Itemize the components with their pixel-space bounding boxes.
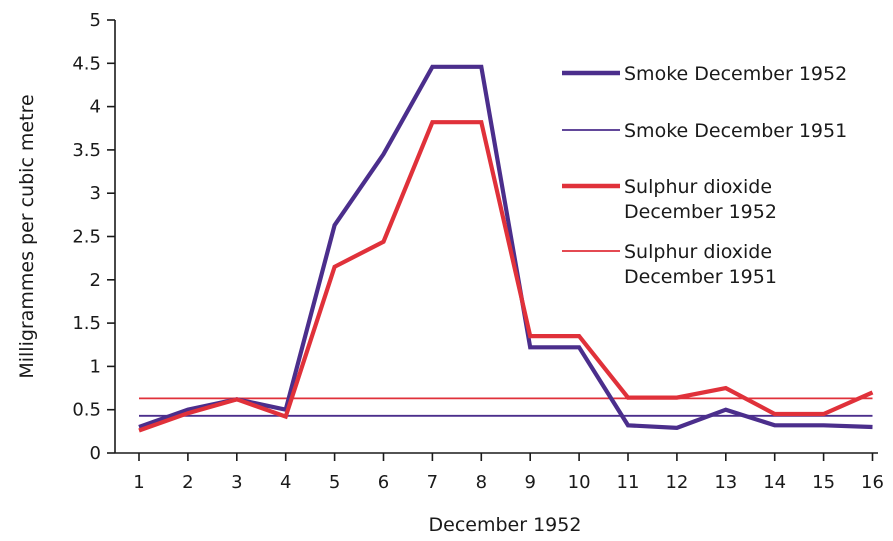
x-tick-label: 13 (714, 472, 737, 493)
series-line-smoke-december-1952 (138, 64, 873, 431)
y-tick-label: 5 (90, 10, 101, 31)
x-tick-label: 15 (812, 472, 835, 493)
y-tick-label: 1 (90, 356, 101, 377)
y-tick-label: 1.5 (72, 313, 101, 334)
x-axis-label: December 1952 (429, 514, 582, 536)
x-tick-label: 10 (568, 472, 591, 493)
legend-entry-line: December 1952 (624, 201, 777, 223)
x-ticks: 1 2 3 4 5 6 7 8 9 10 11 12 13 14 15 16 (133, 453, 884, 493)
x-tick-label: 2 (182, 472, 193, 493)
series-line-sulphur-dioxide-december-1952 (138, 120, 874, 433)
x-tick-label: 9 (524, 472, 535, 493)
legend-entry-line: Sulphur dioxide (624, 241, 772, 263)
y-tick-label: 0 (90, 443, 101, 464)
x-tick-label: 6 (378, 472, 389, 493)
y-tick-label: 2.5 (72, 227, 101, 248)
x-tick-label: 8 (476, 472, 487, 493)
legend: Smoke December 1952 Smoke December 1951 Su… (562, 63, 847, 288)
x-tick-label: 12 (665, 472, 688, 493)
x-tick-label: 14 (763, 472, 786, 493)
x-tick-label: 1 (133, 472, 144, 493)
y-ticks: 0 0.5 1 1.5 2 2.5 3 3.5 4 4.5 5 (72, 10, 115, 464)
legend-entry-line: Smoke December 1951 (624, 120, 847, 142)
y-tick-label: 3.5 (72, 140, 101, 161)
legend-entry: Sulphur dioxide December 1952 (624, 176, 777, 223)
x-tick-label: 4 (280, 472, 291, 493)
legend-entry: Sulphur dioxide December 1951 (624, 241, 777, 288)
x-tick-label: 5 (329, 472, 340, 493)
y-tick-label: 4.5 (72, 53, 101, 74)
legend-entry: Smoke December 1952 (624, 63, 847, 85)
y-tick-label: 3 (90, 183, 101, 204)
legend-entry: Smoke December 1951 (624, 120, 847, 142)
y-tick-label: 0.5 (72, 400, 101, 421)
y-axis-label: Milligrammes per cubic metre (16, 94, 38, 378)
x-tick-label: 7 (427, 472, 438, 493)
legend-entry-line: Smoke December 1952 (624, 63, 847, 85)
y-tick-label: 4 (90, 97, 101, 118)
legend-entry-line: Sulphur dioxide (624, 176, 772, 198)
x-tick-label: 3 (231, 472, 242, 493)
x-tick-label: 11 (617, 472, 640, 493)
y-tick-label: 2 (90, 270, 101, 291)
series-layer (138, 64, 874, 433)
x-tick-label: 16 (861, 472, 884, 493)
legend-entry-line: December 1951 (624, 266, 777, 288)
